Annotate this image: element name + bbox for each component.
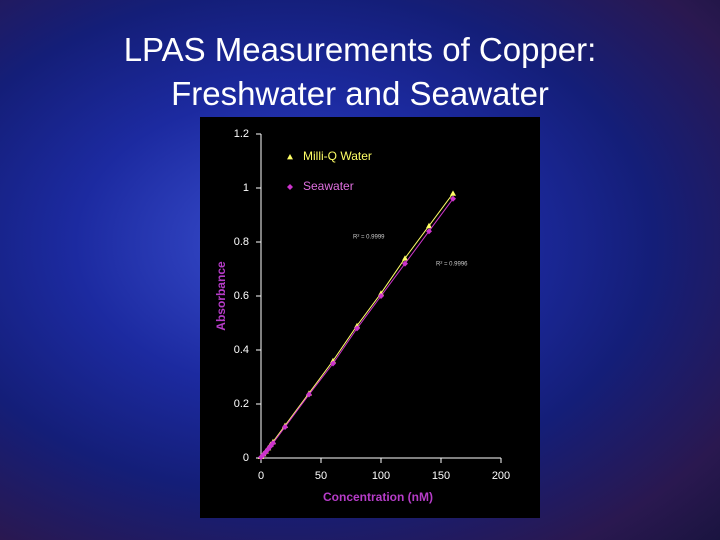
legend-marker xyxy=(287,184,293,190)
y-tick-label: 0.8 xyxy=(234,236,249,248)
x-tick-label: 0 xyxy=(258,470,264,482)
x-axis-title: Concentration (nM) xyxy=(323,490,433,504)
x-tick-label: 150 xyxy=(432,470,450,482)
y-tick-label: 1 xyxy=(243,182,249,194)
legend-label: Seawater xyxy=(303,179,354,193)
slide-title: LPAS Measurements of Copper: Freshwater … xyxy=(123,31,597,112)
x-tick-label: 200 xyxy=(492,470,510,482)
data-point xyxy=(426,228,432,235)
data-point xyxy=(378,293,384,299)
data-point xyxy=(402,255,408,261)
annotation: R² = 0.9996 xyxy=(436,262,468,268)
y-tick-label: 1.2 xyxy=(234,128,249,140)
annotation: R² = 0.9999 xyxy=(353,235,385,241)
data-point xyxy=(270,440,276,447)
data-point xyxy=(426,222,432,229)
data-point xyxy=(450,190,456,196)
legend-marker xyxy=(287,154,293,160)
data-point xyxy=(402,260,408,267)
data-point xyxy=(306,391,312,398)
data-point xyxy=(282,423,288,430)
y-tick-label: 0 xyxy=(243,452,249,464)
y-tick-label: 0.6 xyxy=(234,290,249,302)
data-point xyxy=(450,195,456,202)
y-axis-title: Absorbance xyxy=(214,261,228,331)
y-tick-label: 0.2 xyxy=(234,398,249,410)
chart-panel xyxy=(200,117,540,518)
data-point xyxy=(354,325,360,332)
y-tick-label: 0.4 xyxy=(234,344,249,356)
x-tick-label: 100 xyxy=(372,470,390,482)
data-point xyxy=(330,360,336,367)
x-tick-label: 50 xyxy=(315,470,327,482)
legend-label: Milli-Q Water xyxy=(303,149,372,163)
